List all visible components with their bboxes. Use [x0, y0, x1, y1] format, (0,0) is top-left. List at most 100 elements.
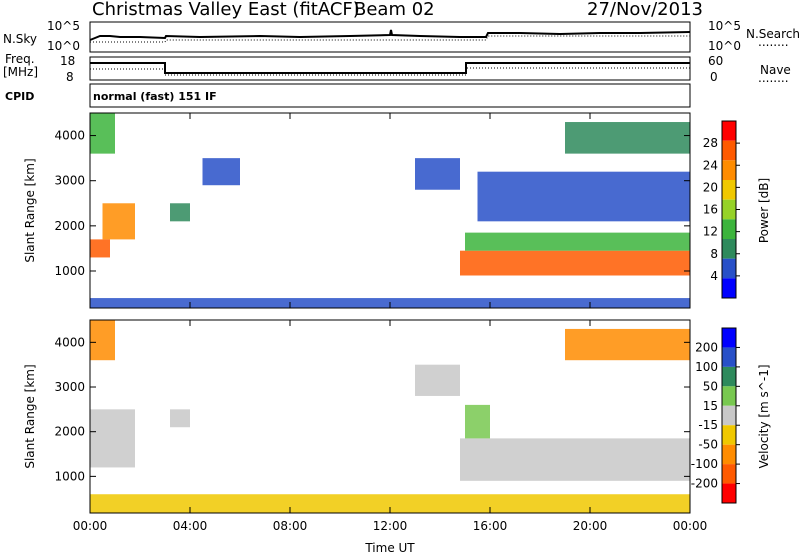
colorbar-tick-label: 28 — [703, 136, 718, 150]
colorbar-tick-label: 100 — [695, 360, 718, 374]
colorbar-segment — [722, 121, 736, 141]
colorbar-label: Velocity [m s^-1] — [757, 364, 771, 468]
nsearch-label: N.Search — [746, 27, 800, 41]
y-tick-label: 2000 — [54, 425, 85, 439]
y-axis-label: Slant Range [km] — [23, 364, 37, 468]
x-tick-label: 04:00 — [173, 519, 208, 533]
noise-panel: N.Sky 10^5 10^0 10^5 10^0 N.Search .....… — [3, 19, 800, 53]
nsearch-lo-tick: 10^0 — [708, 39, 741, 53]
colorbar-segment — [722, 386, 736, 406]
colorbar-segment — [722, 278, 736, 298]
colorbar-segment — [722, 444, 736, 465]
colorbar-segment — [722, 160, 736, 180]
colorbar-tick-label: -100 — [691, 457, 718, 471]
y-tick-label: 2000 — [54, 219, 85, 233]
colorbar-tick-label: 15 — [703, 399, 718, 413]
y-tick-label: 4000 — [54, 129, 85, 143]
data-region-9 — [565, 122, 690, 154]
colorbar-segment — [722, 140, 736, 161]
data-region-1 — [90, 320, 115, 361]
colorbar-frame — [721, 327, 737, 504]
date-label: 27/Nov/2013 — [587, 0, 703, 20]
data-region-4 — [460, 438, 690, 481]
nsky-hi-tick: 10^5 — [47, 19, 80, 33]
panel-power: 1000 2000 3000 4000 Slant Range [km] 4 8 12 16 20… — [23, 112, 771, 309]
nave-hi-tick: 60 — [708, 54, 723, 68]
freq-panel: Freq. [MHz] 18 8 60 0 Nave ........ — [3, 52, 791, 85]
colorbar-segment — [722, 219, 736, 239]
data-region-0 — [90, 409, 135, 468]
y-tick-label: 1000 — [54, 469, 85, 483]
colorbar-segment — [722, 347, 736, 367]
data-region-3 — [415, 364, 460, 396]
colorbar-tick-label: -200 — [691, 477, 718, 491]
colorbar-segment — [722, 405, 736, 426]
y-tick-label: 3000 — [54, 380, 85, 394]
y-tick-label: 3000 — [54, 174, 85, 188]
data-region-3 — [170, 203, 190, 222]
colorbar-segment — [722, 328, 736, 348]
y-axis-label: Slant Range [km] — [23, 158, 37, 262]
colorbar-tick-label: 20 — [703, 180, 718, 194]
colorbar-segment — [722, 366, 736, 387]
colorbar-tick-label: 50 — [703, 379, 718, 393]
y-tick-label: 4000 — [54, 335, 85, 349]
nsearch-hi-tick: 10^5 — [708, 19, 741, 33]
colorbar-tick-label: 16 — [703, 203, 718, 217]
colorbar-tick-label: 12 — [703, 225, 718, 239]
data-region-2 — [102, 203, 135, 240]
colorbar-segment — [722, 464, 736, 484]
colorbar-tick-label: 8 — [710, 247, 718, 261]
data-region-6 — [460, 250, 690, 276]
colorbar-segment — [722, 425, 736, 445]
x-tick-label: 16:00 — [473, 519, 508, 533]
data-region-7 — [90, 494, 690, 513]
freq-unit-label: [MHz] — [3, 65, 38, 79]
colorbar-segment — [722, 258, 736, 279]
colorbar-tick-label: -50 — [698, 438, 718, 452]
colorbar-tick-label: 200 — [695, 340, 718, 354]
nsky-lo-tick: 10^0 — [47, 39, 80, 53]
colorbar-tick-label: 24 — [703, 158, 718, 172]
colorbar-tick-label: -15 — [698, 418, 718, 432]
x-tick-label: 08:00 — [273, 519, 308, 533]
nave-label: Nave — [760, 63, 791, 77]
y-tick-label: 1000 — [54, 264, 85, 278]
colorbar-segment — [722, 180, 736, 200]
nave-trace — [90, 67, 690, 76]
freq-trace — [90, 62, 690, 74]
nsky-label: N.Sky — [3, 32, 37, 46]
data-region-0 — [90, 239, 110, 258]
cpid-value: normal (fast) 151 IF — [93, 90, 217, 103]
data-region-5 — [465, 404, 490, 439]
x-tick-label: 20:00 — [573, 519, 608, 533]
noise-sky-trace — [89, 29, 691, 41]
nsearch-legend-dots: ........ — [758, 35, 789, 49]
freq-lo-tick: 8 — [66, 70, 74, 84]
cpid-label: CPID — [5, 90, 34, 103]
data-region-1 — [90, 113, 115, 154]
nave-legend-dots: ........ — [758, 71, 789, 85]
site-title: Christmas Valley East (fitACF) — [92, 0, 360, 20]
data-region-4 — [202, 158, 240, 186]
freq-hi-tick: 18 — [60, 54, 75, 68]
beam-label: Beam 02 — [354, 0, 435, 20]
colorbar-segment — [722, 199, 736, 220]
data-region-8 — [477, 171, 690, 222]
colorbar-tick-label: 4 — [710, 269, 718, 283]
colorbar-segment — [722, 483, 736, 503]
colorbar-segment — [722, 239, 736, 259]
x-tick-label: 12:00 — [373, 519, 408, 533]
data-region-5 — [415, 158, 460, 190]
nave-lo-tick: 0 — [710, 70, 718, 84]
data-region-6 — [565, 328, 690, 361]
freq-label: Freq. — [5, 52, 35, 66]
x-tick-label: 00:00 — [73, 519, 108, 533]
data-region-2 — [170, 409, 190, 428]
range-time-panels: 1000 2000 3000 4000 Slant Range [km] 4 8 12 16 20… — [23, 112, 771, 533]
data-region-7 — [465, 232, 690, 251]
colorbar-label: Power [dB] — [757, 178, 771, 243]
x-axis-label: Time UT — [364, 541, 415, 554]
noise-search-trace — [90, 35, 690, 43]
